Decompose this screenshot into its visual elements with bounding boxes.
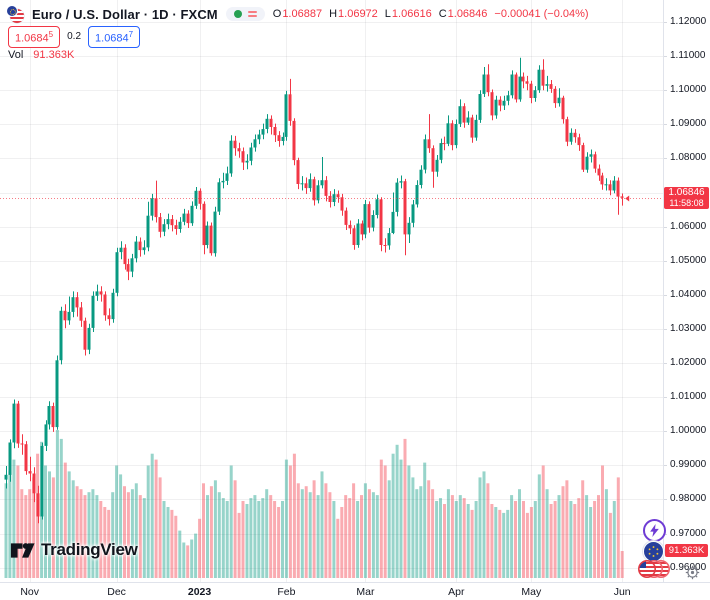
volume-label: Vol — [8, 49, 24, 61]
quote-row: 1.06845 0.2 1.06847 — [8, 26, 141, 48]
close-label: C — [438, 8, 447, 20]
candles-layer — [4, 57, 624, 524]
high-value: 1.06972 — [338, 8, 378, 20]
tradingview-logo-text: TradingView — [41, 540, 138, 559]
tradingview-logo[interactable]: TradingView — [10, 540, 138, 560]
volume-readout: Vol 91.363K — [8, 49, 74, 61]
price-tick-label: 1.01000 — [670, 391, 707, 403]
price-tick-label: 1.12000 — [670, 16, 707, 27]
price-tick-label: 1.11000 — [670, 50, 706, 62]
price-tick-label: 1.10000 — [670, 84, 707, 96]
close-value: 1.06846 — [447, 8, 488, 20]
eu-flag-icon — [7, 5, 17, 16]
scale-settings-gear-icon[interactable] — [685, 565, 700, 580]
eurusd-pair-flag-icon — [7, 5, 24, 23]
change-value: −0.00041 (−0.04%) — [494, 8, 589, 20]
sell-bid-button[interactable]: 1.06845 — [8, 26, 61, 48]
market-open-dot-icon — [233, 10, 242, 18]
symbol-header: Euro / U.S. Dollar · 1D · FXCM O 1.06887 … — [7, 5, 589, 23]
price-tick-label: 1.06000 — [670, 220, 707, 232]
last-price-value: 1.06846 — [668, 186, 705, 198]
last-price-badge: 1.06846 11:58:08 — [664, 186, 709, 209]
time-tick-label: May — [521, 586, 542, 598]
price-tick-label: 1.05000 — [670, 254, 707, 266]
time-tick-label: Dec — [107, 586, 126, 598]
price-tick-label: 1.00000 — [670, 425, 707, 437]
price-tick-label: 1.02000 — [670, 357, 707, 368]
spread-value: 0.2 — [67, 31, 82, 43]
us-flag-events-stack-icon[interactable] — [633, 558, 673, 580]
symbol-title[interactable]: Euro / U.S. Dollar · 1D · FXCM — [32, 6, 218, 22]
lightning-event-icon[interactable] — [643, 519, 666, 542]
time-tick-label: Feb — [277, 586, 296, 598]
volume-layer — [4, 430, 624, 578]
price-tick-label: 1.03000 — [670, 322, 707, 334]
time-tick-label: Apr — [448, 586, 465, 598]
last-price-line — [0, 195, 663, 202]
ohlc-readout: O 1.06887 H 1.06972 L 1.06616 C 1.06846 −0.0… — [273, 8, 589, 20]
price-tick-label: 1.08000 — [670, 152, 707, 164]
price-tick-label: 0.98000 — [670, 493, 707, 505]
time-tick-label: Mar — [356, 586, 375, 598]
time-tick-label: 2023 — [187, 586, 212, 598]
tradingview-logo-icon — [10, 542, 35, 558]
low-value: 1.06616 — [391, 8, 432, 20]
data-status-equals-icon — [247, 11, 257, 17]
grid-layer — [0, 0, 663, 582]
low-label: L — [384, 8, 391, 20]
volume-value: 91.363K — [33, 49, 75, 61]
market-status-pill[interactable] — [225, 7, 265, 21]
buy-ask-button[interactable]: 1.06847 — [88, 26, 141, 48]
price-tick-label: 1.09000 — [670, 118, 707, 130]
price-tick-label: 1.04000 — [670, 288, 707, 300]
price-tick-label: 0.97000 — [670, 527, 707, 539]
time-tick-label: Jun — [613, 586, 631, 598]
time-tick-label: Nov — [20, 586, 40, 598]
open-value: 1.06887 — [282, 8, 323, 20]
open-label: O — [272, 8, 282, 20]
high-label: H — [329, 8, 338, 20]
bar-countdown: 11:58:08 — [669, 197, 704, 208]
volume-axis-badge: 91.363K — [665, 544, 708, 557]
price-tick-label: 0.96000 — [670, 561, 707, 573]
price-tick-label: 0.99000 — [670, 459, 707, 471]
event-badge-group — [643, 519, 666, 542]
